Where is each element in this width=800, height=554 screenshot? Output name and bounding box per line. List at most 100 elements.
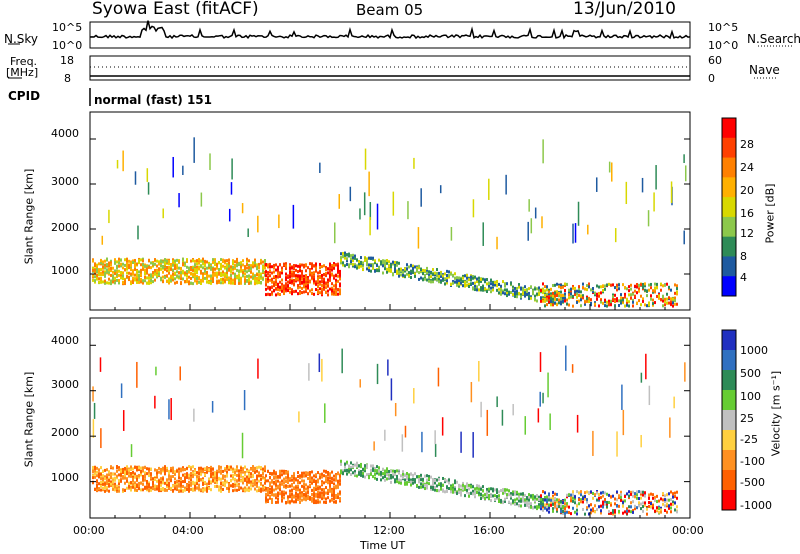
velocity-echo-cell [138,473,140,477]
velocity-echo-cell [124,476,126,480]
velocity-echo-cell [654,509,656,513]
power-echo-cell [504,284,506,288]
power-echo-cell [116,260,118,264]
power-echo-cell [108,272,110,276]
power-echo-cell [354,256,356,260]
velocity-echo-cell [327,481,329,485]
power-echo-cell [144,268,146,272]
power-echo-cell [670,300,672,304]
velocity-echo-cell [640,492,642,496]
power-echo-cell [110,266,112,270]
power-echo-cell [333,276,335,280]
power-echo-cell [386,267,388,271]
velocity-echo-cell [279,492,281,496]
power-echo-cell [564,292,566,296]
power-echo-cell [182,271,184,275]
velocity-echo-cell [283,471,285,475]
velocity-echo-cell [313,486,315,490]
velocity-echo-cell [164,481,166,485]
power-echo-cell [348,265,350,269]
power-echo-cell [325,286,327,290]
velocity-echo-cell [305,471,307,475]
velocity-echo-cell [140,488,142,492]
velocity-echo-cell [96,470,98,474]
power-echo-cell [528,294,530,298]
velocity-echo-cell [636,496,638,500]
power-echo-cell [180,273,182,277]
power-echo-cell [124,268,126,272]
velocity-echo-cell [162,477,164,481]
power-echo-cell [224,279,226,283]
power-echo-cell [554,294,556,298]
power-colorbar-segment [722,256,736,277]
power-echo-cell [134,260,136,264]
power-echo-cell [258,270,260,274]
velocity-echo-cell [222,487,224,491]
power-echo-cell [618,287,620,291]
velocity-echo-cell [454,490,456,494]
velocity-echo-cell [190,471,192,475]
velocity-echo-cell [240,466,242,470]
power-echo-cell [234,260,236,264]
power-echo-cell [470,278,472,282]
velocity-echo-cell [460,493,462,497]
power-echo-cell [684,165,687,182]
power-echo-cell [230,279,232,283]
power-echo-cell [248,279,250,283]
velocity-echo-cell [186,484,188,488]
velocity-echo-cell [518,495,520,499]
power-echo-cell [267,272,269,276]
power-echo-cell [265,270,267,274]
velocity-echo-cell [640,502,642,506]
power-echo-cell [442,274,444,278]
velocity-echo-cell [540,496,542,500]
power-echo-cell [478,276,480,280]
velocity-echo-cell [616,504,618,508]
power-echo-cell [337,264,339,268]
power-echo-cell [653,192,655,212]
velocity-echo-cell [634,494,636,498]
velocity-echo-cell [616,431,618,457]
power-echo-cell [136,262,138,266]
velocity-echo-cell [264,476,266,480]
power-echo-cell [564,296,566,300]
power-echo-cell [138,261,140,265]
power-echo-cell [311,275,313,279]
power-echo-cell [126,259,128,263]
power-echo-cell [130,263,132,267]
power-echo-cell [626,301,628,305]
power-echo-cell [222,264,224,268]
power-echo-cell [130,282,132,286]
velocity-echo-cell [650,502,652,506]
power-echo-cell [346,262,348,266]
velocity-echo-cell [341,348,343,374]
power-echo-cell [530,285,532,289]
velocity-echo-cell [536,497,538,501]
power-echo-cell [303,274,305,278]
velocity-echo-cell [472,432,474,458]
power-echo-cell [202,274,204,278]
velocity-echo-cell [358,472,360,476]
power-echo-cell [329,278,331,282]
velocity-echo-cell [297,488,299,492]
velocity-echo-cell [482,495,484,499]
velocity-echo-cell [267,489,269,493]
power-echo-cell [339,290,341,294]
velocity-echo-cell [102,469,104,473]
power-echo-cell [522,288,524,292]
power-echo-cell [604,284,606,288]
velocity-echo-cell [662,502,664,506]
velocity-echo-cell [128,486,130,490]
velocity-echo-cell [126,479,128,483]
power-echo-cell [128,278,130,282]
power-echo-cell [636,283,638,287]
velocity-echo-cell [262,475,264,479]
power-echo-cell [212,273,214,277]
velocity-echo-cell [420,485,422,489]
power-echo-cell [458,282,460,286]
power-echo-cell [317,281,319,285]
velocity-echo-cell [622,504,624,508]
velocity-echo-cell [376,469,378,473]
power-echo-cell [94,268,96,272]
velocity-echo-cell [226,465,228,469]
